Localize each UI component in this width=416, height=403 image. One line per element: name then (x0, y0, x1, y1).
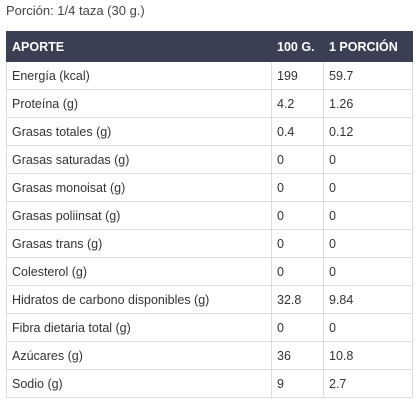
value-per-portion: 9.84 (323, 285, 413, 314)
header-per-100g: 100 G. (271, 31, 324, 62)
nutrient-name: Grasas saturadas (g) (6, 145, 272, 174)
value-per-100g: 199 (271, 61, 324, 90)
table-header: APORTE 100 G. 1 PORCIÓN (6, 31, 413, 62)
value-per-portion: 59.7 (323, 61, 413, 90)
table-row: Azúcares (g) 36 10.8 (6, 341, 413, 370)
table-row: Fibra dietaria total (g) 0 0 (6, 313, 413, 342)
value-per-portion: 2.7 (323, 369, 413, 398)
value-per-portion: 0 (323, 201, 413, 230)
table-body: Energía (kcal) 199 59.7 Proteína (g) 4.2… (6, 61, 413, 398)
header-aporte: APORTE (6, 31, 272, 62)
nutrient-name: Sodio (g) (6, 369, 272, 398)
table-row: Colesterol (g) 0 0 (6, 257, 413, 286)
value-per-portion: 0 (323, 313, 413, 342)
value-per-100g: 9 (271, 369, 324, 398)
portion-size-label: Porción: 1/4 taza (30 g.) (6, 3, 145, 18)
nutrient-name: Fibra dietaria total (g) (6, 313, 272, 342)
nutrient-name: Azúcares (g) (6, 341, 272, 370)
nutrient-name: Grasas poliinsat (g) (6, 201, 272, 230)
header-row: APORTE 100 G. 1 PORCIÓN (6, 31, 413, 62)
value-per-100g: 0 (271, 145, 324, 174)
nutrient-name: Energía (kcal) (6, 61, 272, 90)
table-row: Proteína (g) 4.2 1.26 (6, 89, 413, 118)
table-row: Energía (kcal) 199 59.7 (6, 61, 413, 90)
value-per-portion: 0 (323, 173, 413, 202)
table-row: Grasas totales (g) 0.4 0.12 (6, 117, 413, 146)
nutrient-name: Grasas totales (g) (6, 117, 272, 146)
value-per-portion: 0 (323, 229, 413, 258)
value-per-100g: 0.4 (271, 117, 324, 146)
nutrient-name: Grasas monoisat (g) (6, 173, 272, 202)
table-row: Grasas poliinsat (g) 0 0 (6, 201, 413, 230)
table-row: Grasas saturadas (g) 0 0 (6, 145, 413, 174)
table-row: Hidratos de carbono disponibles (g) 32.8… (6, 285, 413, 314)
value-per-100g: 4.2 (271, 89, 324, 118)
nutrient-name: Grasas trans (g) (6, 229, 272, 258)
value-per-100g: 0 (271, 257, 324, 286)
value-per-100g: 0 (271, 229, 324, 258)
nutrient-name: Hidratos de carbono disponibles (g) (6, 285, 272, 314)
nutrition-table: APORTE 100 G. 1 PORCIÓN Energía (kcal) 1… (6, 31, 413, 398)
value-per-100g: 36 (271, 341, 324, 370)
value-per-portion: 0 (323, 145, 413, 174)
value-per-100g: 32.8 (271, 285, 324, 314)
value-per-100g: 0 (271, 313, 324, 342)
nutrient-name: Colesterol (g) (6, 257, 272, 286)
nutrient-name: Proteína (g) (6, 89, 272, 118)
value-per-100g: 0 (271, 201, 324, 230)
table-row: Grasas trans (g) 0 0 (6, 229, 413, 258)
table-row: Sodio (g) 9 2.7 (6, 369, 413, 398)
value-per-100g: 0 (271, 173, 324, 202)
table-row: Grasas monoisat (g) 0 0 (6, 173, 413, 202)
value-per-portion: 10.8 (323, 341, 413, 370)
header-per-portion: 1 PORCIÓN (323, 31, 413, 62)
value-per-portion: 0 (323, 257, 413, 286)
value-per-portion: 0.12 (323, 117, 413, 146)
value-per-portion: 1.26 (323, 89, 413, 118)
